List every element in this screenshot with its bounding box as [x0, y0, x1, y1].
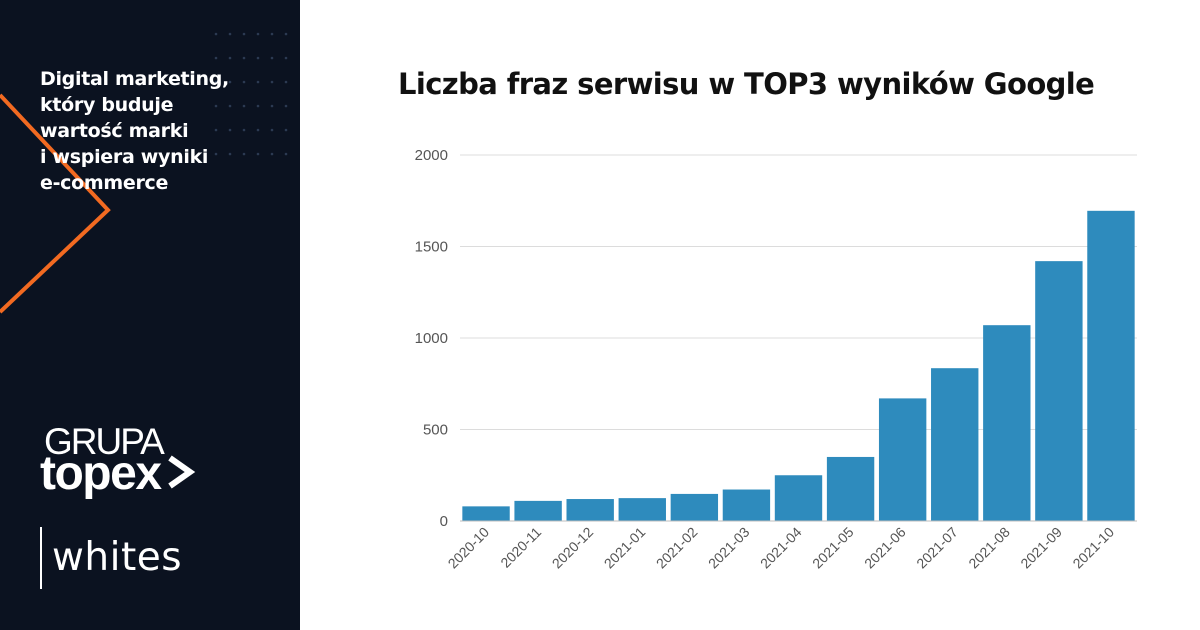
bar [462, 506, 510, 521]
decor-dot [256, 104, 260, 108]
x-tick-label: 2021-08 [965, 524, 1013, 572]
decor-dot [256, 56, 260, 60]
decor-dot [256, 32, 260, 36]
decor-dot [270, 56, 274, 60]
x-tick-label: 2021-06 [861, 524, 909, 572]
decor-dot [256, 80, 260, 84]
x-tick-label: 2021-01 [601, 524, 649, 572]
decor-dot [228, 104, 232, 108]
decor-dot [284, 32, 288, 36]
decor-dot [284, 104, 288, 108]
decor-dot [284, 56, 288, 60]
x-tick-label: 2021-10 [1069, 524, 1117, 572]
decor-dot [214, 152, 218, 156]
decor-dot [242, 32, 246, 36]
decor-dot [214, 56, 218, 60]
x-tick-label: 2021-02 [653, 524, 701, 572]
dot-pattern [214, 32, 288, 156]
x-tick-label: 2020-10 [445, 524, 493, 572]
sidebar: Digital marketing, który buduje wartość … [0, 0, 300, 630]
x-tick-label: 2021-03 [705, 524, 753, 572]
tagline-line: Digital marketing, [40, 68, 229, 90]
x-tick-label: 2021-04 [757, 524, 805, 572]
y-tick-label: 1500 [415, 239, 448, 256]
decor-dot [214, 128, 218, 132]
decor-dot [284, 80, 288, 84]
tagline-line: i wspiera wyniki [40, 146, 209, 168]
decor-dot [242, 104, 246, 108]
decor-dot [228, 56, 232, 60]
chart-title: Liczba fraz serwisu w TOP3 wyników Googl… [398, 67, 1095, 101]
bar [618, 498, 666, 521]
logo-topex-text: topex [40, 447, 162, 500]
bar [1035, 261, 1083, 521]
decor-dot [242, 152, 246, 156]
decor-dot [228, 32, 232, 36]
tagline-line: wartość marki [40, 120, 189, 142]
x-tick-label: 2021-05 [809, 524, 857, 572]
y-tick-label: 0 [440, 513, 448, 530]
decor-dot [256, 128, 260, 132]
y-tick-label: 1000 [415, 330, 448, 347]
logo-divider [40, 527, 42, 589]
chevron-right-icon [168, 455, 196, 489]
decor-dot [270, 80, 274, 84]
decor-dot [270, 152, 274, 156]
bar [566, 499, 614, 521]
bar [774, 475, 823, 521]
y-tick-label: 500 [423, 422, 448, 439]
bar [1087, 210, 1135, 521]
decor-dot [242, 128, 246, 132]
x-tick-label: 2021-09 [1017, 524, 1065, 572]
bar [983, 325, 1031, 521]
tagline-line: e-commerce [40, 172, 169, 194]
logo-grupa-text: GRUPA [44, 421, 165, 462]
decor-dot [256, 152, 260, 156]
x-tick-label: 2020-11 [497, 524, 544, 571]
tagline-line: który buduje [40, 94, 174, 116]
chevron-line-outer [0, 93, 111, 314]
bar [878, 398, 927, 521]
bar [826, 456, 875, 521]
tagline: Digital marketing, który buduje wartość … [40, 66, 290, 196]
x-tick-label: 2020-12 [549, 524, 597, 572]
decor-dot [270, 32, 274, 36]
decor-dot [270, 104, 274, 108]
bar [722, 489, 771, 521]
decor-dot [228, 128, 232, 132]
orange-chevron-decoration [0, 93, 111, 314]
decor-dot [284, 128, 288, 132]
decor-dot [242, 56, 246, 60]
decor-dot [214, 80, 218, 84]
decor-dot [228, 152, 232, 156]
decor-dot [284, 152, 288, 156]
bar [670, 493, 719, 521]
bar [514, 500, 562, 521]
decor-dot [214, 104, 218, 108]
decor-dot [242, 80, 246, 84]
decor-dot [214, 32, 218, 36]
bar [931, 368, 979, 521]
decor-dot [228, 80, 232, 84]
decor-dot [270, 128, 274, 132]
logo-whites-text: whites [52, 535, 183, 580]
x-tick-label: 2021-07 [913, 524, 961, 572]
y-tick-label: 2000 [415, 147, 448, 164]
